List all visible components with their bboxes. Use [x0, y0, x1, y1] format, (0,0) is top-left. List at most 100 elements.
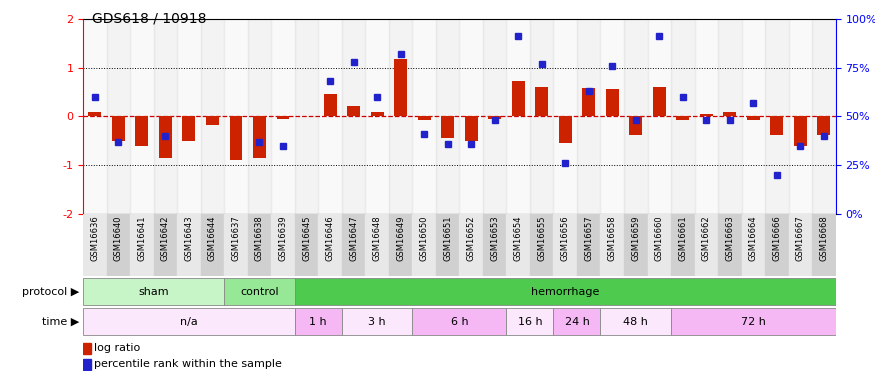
Bar: [224, 19, 248, 214]
Bar: [159, 116, 172, 158]
Bar: [112, 116, 125, 141]
Bar: [436, 214, 459, 276]
Bar: [88, 112, 102, 116]
Bar: [671, 214, 695, 276]
Bar: [436, 19, 459, 214]
Text: GSM16647: GSM16647: [349, 216, 358, 261]
Text: time ▶: time ▶: [41, 316, 79, 327]
Bar: [183, 116, 195, 141]
Text: n/a: n/a: [180, 316, 198, 327]
Text: 24 h: 24 h: [564, 316, 590, 327]
Bar: [441, 116, 454, 138]
Bar: [812, 19, 836, 214]
Bar: [794, 116, 807, 146]
Bar: [488, 116, 501, 118]
Text: GSM16636: GSM16636: [90, 216, 100, 261]
Bar: [671, 19, 695, 214]
Bar: [83, 308, 295, 335]
Bar: [248, 214, 271, 276]
Bar: [136, 116, 149, 146]
Text: GSM16655: GSM16655: [537, 216, 546, 261]
Bar: [107, 214, 130, 276]
Text: GSM16661: GSM16661: [678, 216, 687, 261]
Text: log ratio: log ratio: [94, 343, 140, 353]
Text: GSM16666: GSM16666: [773, 216, 781, 261]
Bar: [695, 214, 718, 276]
Bar: [483, 214, 507, 276]
Text: GDS618 / 10918: GDS618 / 10918: [92, 11, 206, 25]
Bar: [224, 214, 248, 276]
Text: GSM16654: GSM16654: [514, 216, 522, 261]
Bar: [154, 19, 177, 214]
Text: GSM16651: GSM16651: [443, 216, 452, 261]
Text: 1 h: 1 h: [310, 316, 327, 327]
Bar: [742, 19, 765, 214]
Bar: [229, 116, 242, 160]
Bar: [817, 116, 830, 135]
Bar: [530, 19, 554, 214]
Bar: [600, 19, 624, 214]
Bar: [318, 214, 342, 276]
Text: 6 h: 6 h: [451, 316, 468, 327]
Bar: [559, 116, 571, 143]
Text: GSM16653: GSM16653: [490, 216, 499, 261]
Bar: [459, 19, 483, 214]
Text: 3 h: 3 h: [368, 316, 386, 327]
Bar: [765, 19, 788, 214]
Bar: [295, 308, 342, 335]
Text: GSM16668: GSM16668: [819, 216, 829, 261]
Text: GSM16644: GSM16644: [208, 216, 217, 261]
Bar: [412, 214, 436, 276]
Bar: [536, 87, 548, 116]
Bar: [83, 19, 107, 214]
Text: GSM16667: GSM16667: [796, 216, 805, 261]
Bar: [154, 214, 177, 276]
Bar: [130, 19, 154, 214]
Bar: [342, 214, 366, 276]
Bar: [342, 19, 366, 214]
Bar: [507, 19, 530, 214]
Bar: [577, 19, 600, 214]
Bar: [624, 214, 648, 276]
Bar: [83, 278, 224, 305]
Text: 16 h: 16 h: [518, 316, 542, 327]
Text: GSM16659: GSM16659: [631, 216, 640, 261]
Bar: [295, 278, 836, 305]
Text: GSM16645: GSM16645: [302, 216, 311, 261]
Text: GSM16663: GSM16663: [725, 216, 734, 261]
Bar: [83, 214, 107, 276]
Bar: [671, 308, 836, 335]
Text: GSM16640: GSM16640: [114, 216, 122, 261]
Bar: [295, 19, 318, 214]
Bar: [388, 19, 412, 214]
Bar: [788, 214, 812, 276]
Bar: [582, 88, 595, 116]
Bar: [512, 81, 525, 116]
Bar: [600, 308, 671, 335]
Bar: [394, 59, 407, 116]
Bar: [271, 214, 295, 276]
Bar: [276, 116, 290, 118]
Bar: [177, 214, 200, 276]
Text: hemorrhage: hemorrhage: [531, 286, 599, 297]
Bar: [465, 116, 478, 141]
Text: GSM16643: GSM16643: [185, 216, 193, 261]
Bar: [253, 116, 266, 158]
Text: GSM16657: GSM16657: [584, 216, 593, 261]
Bar: [577, 214, 600, 276]
Bar: [483, 19, 507, 214]
Text: protocol ▶: protocol ▶: [22, 286, 79, 297]
Text: GSM16642: GSM16642: [161, 216, 170, 261]
Bar: [648, 214, 671, 276]
Text: GSM16641: GSM16641: [137, 216, 146, 261]
Bar: [718, 214, 742, 276]
Bar: [788, 19, 812, 214]
Bar: [371, 112, 383, 116]
Text: sham: sham: [138, 286, 169, 297]
Bar: [554, 19, 577, 214]
Text: GSM16639: GSM16639: [278, 216, 288, 261]
Text: percentile rank within the sample: percentile rank within the sample: [94, 359, 282, 369]
Bar: [347, 105, 360, 116]
Bar: [676, 116, 690, 120]
Text: GSM16658: GSM16658: [608, 216, 617, 261]
